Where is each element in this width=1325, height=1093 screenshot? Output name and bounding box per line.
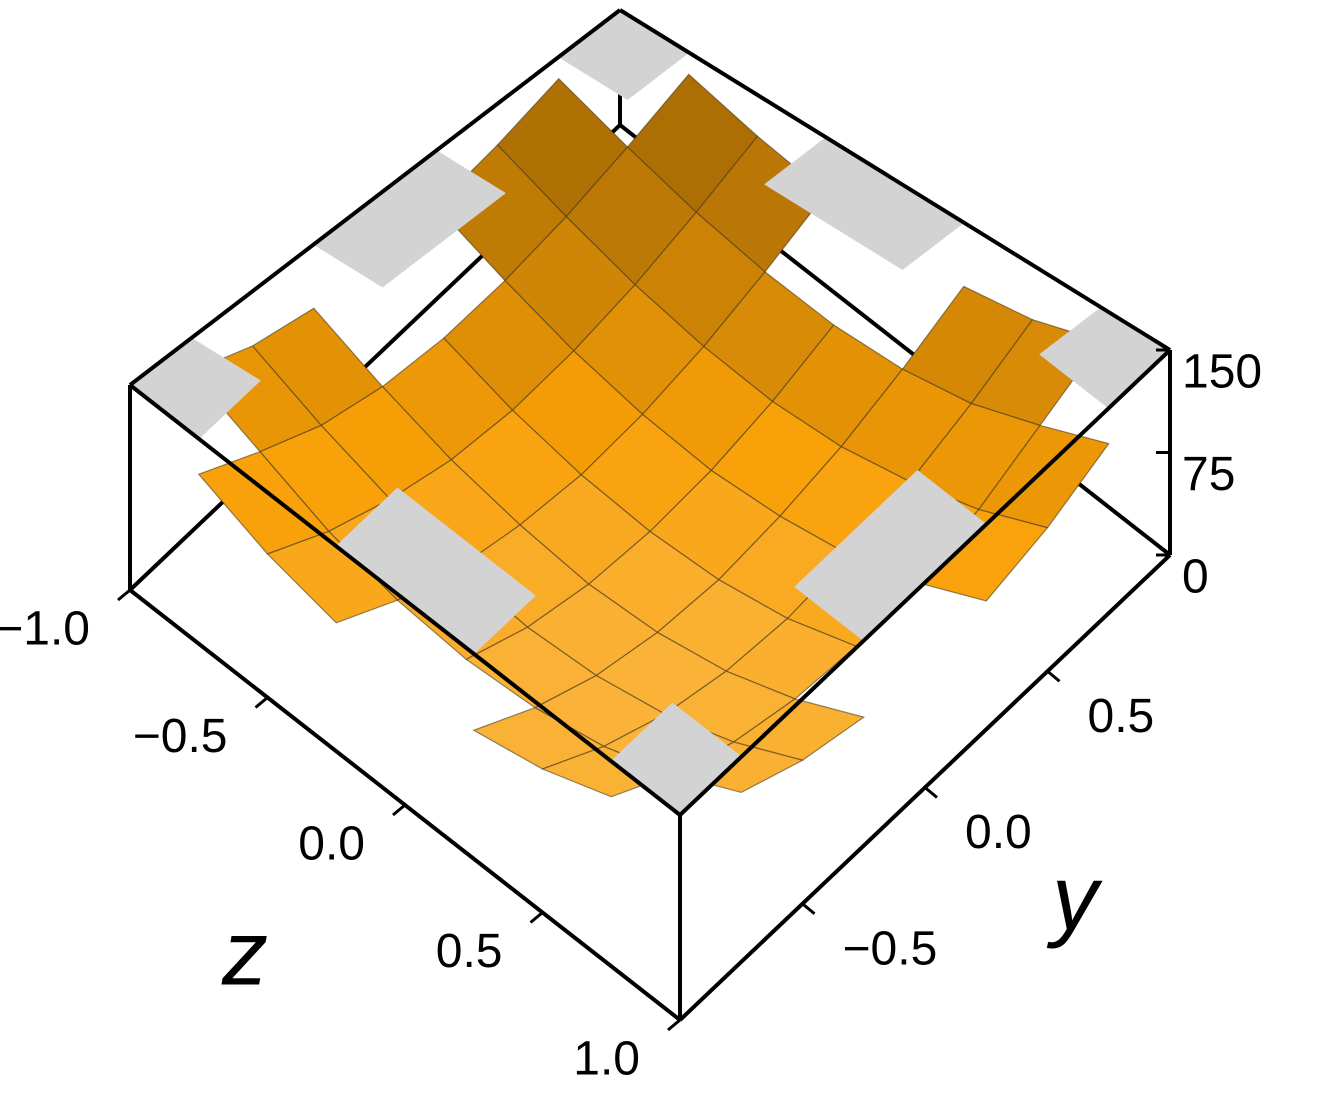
y-tick xyxy=(801,902,816,915)
x-axis-title: z xyxy=(221,902,268,1004)
box-edge xyxy=(618,8,1172,352)
x-tick-label: 0.5 xyxy=(436,925,503,978)
box-edge xyxy=(128,383,682,817)
y-axis-title: y xyxy=(1046,847,1103,949)
z-tick-label: 150 xyxy=(1182,346,1262,399)
x-tick xyxy=(254,696,269,709)
y-tick-label: 0.0 xyxy=(965,806,1032,859)
x-tick-label: 1.0 xyxy=(573,1033,640,1086)
clipped-cap xyxy=(557,9,690,100)
x-tick xyxy=(667,1018,681,1032)
y-tick-label: −0.5 xyxy=(843,922,938,975)
x-tick xyxy=(392,803,406,817)
box-edge xyxy=(678,348,1172,817)
y-tick xyxy=(1046,670,1061,683)
y-tick-label: 0.5 xyxy=(1088,690,1155,743)
y-tick xyxy=(924,786,938,799)
x-tick-label: −0.5 xyxy=(133,710,228,763)
x-tick-label: 0.0 xyxy=(298,818,365,871)
x-tick xyxy=(117,588,131,602)
z-tick-label: 75 xyxy=(1182,448,1235,501)
x-tick xyxy=(529,911,544,924)
z-tick-label: 0 xyxy=(1182,551,1209,604)
x-tick-label: −1.0 xyxy=(0,603,90,656)
box-edge xyxy=(128,8,622,387)
surface-patch xyxy=(266,530,399,624)
